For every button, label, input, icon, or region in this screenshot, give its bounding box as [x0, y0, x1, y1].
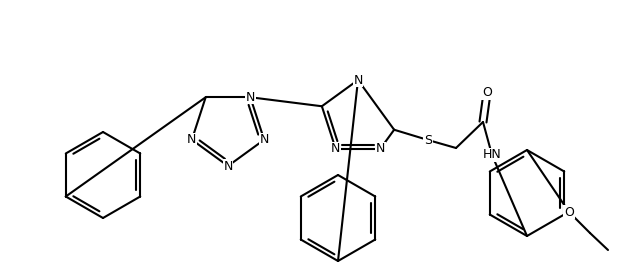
Text: O: O	[482, 87, 492, 100]
Text: N: N	[331, 142, 340, 155]
Text: O: O	[564, 205, 574, 219]
Text: N: N	[353, 73, 363, 87]
Text: N: N	[224, 160, 233, 172]
Text: N: N	[376, 142, 385, 155]
Text: N: N	[260, 133, 269, 146]
Text: N: N	[187, 133, 197, 146]
Text: N: N	[246, 91, 255, 104]
Text: HN: HN	[483, 148, 501, 161]
Text: S: S	[424, 133, 432, 147]
